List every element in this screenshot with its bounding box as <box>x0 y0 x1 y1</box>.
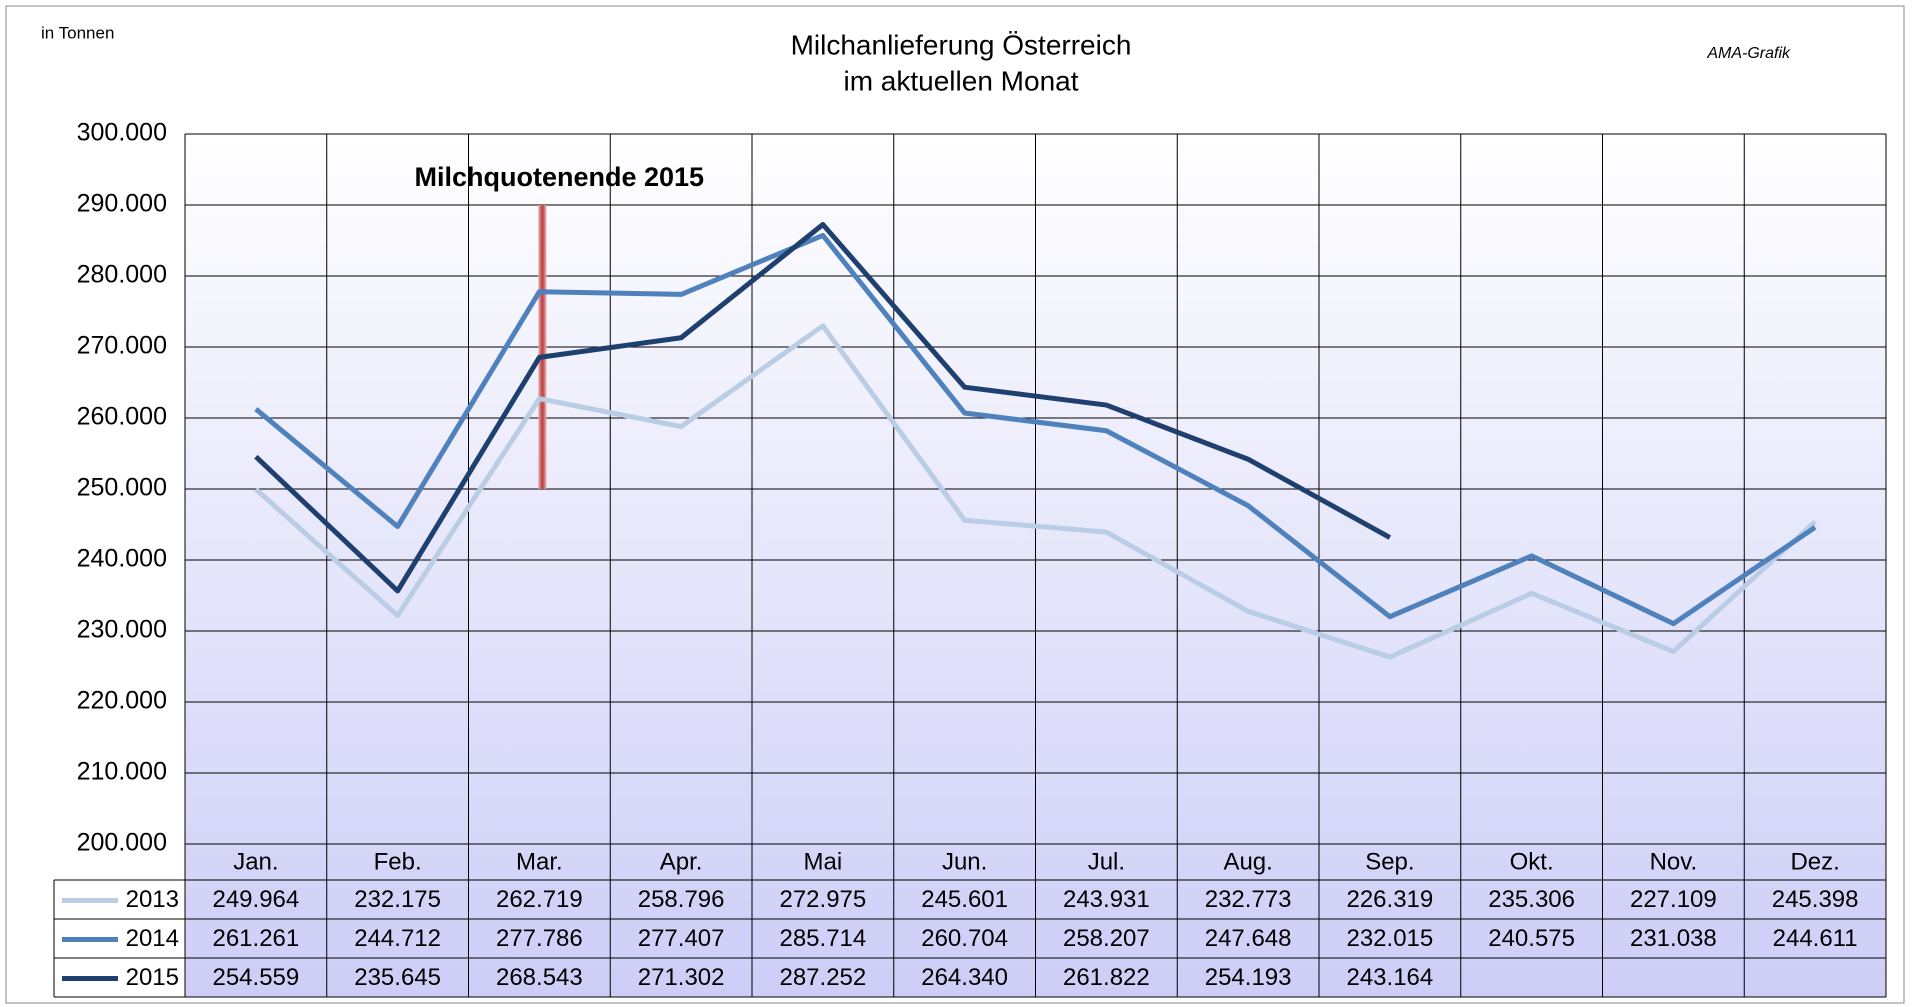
table-value: 247.648 <box>1205 925 1292 952</box>
table-value: 235.645 <box>354 964 441 991</box>
y-tick-label: 210.000 <box>77 758 167 786</box>
table-value: 254.559 <box>212 964 299 991</box>
source-label: AMA-Grafik <box>1706 45 1791 62</box>
x-tick-label: Aug. <box>1223 848 1272 875</box>
x-tick-label: Mar. <box>516 848 563 875</box>
unit-label: in Tonnen <box>41 23 114 42</box>
y-tick-label: 260.000 <box>77 403 167 431</box>
x-tick-label: Nov. <box>1650 848 1698 875</box>
y-tick-label: 200.000 <box>77 829 167 857</box>
x-tick-label: Jan. <box>233 848 278 875</box>
x-tick-label: Okt. <box>1510 848 1554 875</box>
legend-label: 2014 <box>126 925 179 952</box>
series-line <box>254 232 1817 627</box>
series-line <box>254 222 1392 594</box>
annotation-line <box>538 205 547 489</box>
legend-label: 2015 <box>126 964 179 991</box>
y-tick-label: 270.000 <box>77 332 167 360</box>
table-value: 245.398 <box>1772 886 1859 913</box>
table-value: 232.773 <box>1205 886 1292 913</box>
table-value: 258.796 <box>638 886 725 913</box>
x-tick-label: Sep. <box>1365 848 1414 875</box>
table-value: 268.543 <box>496 964 583 991</box>
y-tick-label: 300.000 <box>77 119 167 147</box>
table-value: 231.038 <box>1630 925 1717 952</box>
table-value: 277.786 <box>496 925 583 952</box>
table-value: 240.575 <box>1488 925 1575 952</box>
table-value: 254.193 <box>1205 964 1292 991</box>
y-tick-label: 230.000 <box>77 616 167 644</box>
table-value: 235.306 <box>1488 886 1575 913</box>
table-value: 245.601 <box>921 886 1008 913</box>
x-tick-label: Jun. <box>942 848 987 875</box>
y-tick-label: 280.000 <box>77 261 167 289</box>
table-value: 264.340 <box>921 964 1008 991</box>
x-tick-label: Mai <box>804 848 843 875</box>
table-value: 258.207 <box>1063 925 1150 952</box>
annotation-label: Milchquotenende 2015 <box>415 162 705 192</box>
table-value: 262.719 <box>496 886 583 913</box>
series-line <box>254 323 1817 660</box>
table-value: 226.319 <box>1346 886 1433 913</box>
chart-subtitle: im aktuellen Monat <box>843 65 1078 96</box>
table-value: 261.261 <box>212 925 299 952</box>
y-tick-label: 250.000 <box>77 474 167 502</box>
x-tick-label: Apr. <box>660 848 703 875</box>
table-value: 232.175 <box>354 886 441 913</box>
table-value: 249.964 <box>212 886 299 913</box>
chart-title: Milchanlieferung Österreich <box>791 29 1132 60</box>
table-value: 244.712 <box>354 925 441 952</box>
y-tick-label: 290.000 <box>77 190 167 218</box>
x-tick-label: Feb. <box>374 848 422 875</box>
table-value: 227.109 <box>1630 886 1717 913</box>
table-value: 232.015 <box>1346 925 1433 952</box>
table-value: 287.252 <box>779 964 866 991</box>
table-value: 272.975 <box>779 886 866 913</box>
table-value: 243.164 <box>1346 964 1433 991</box>
legend-label: 2013 <box>126 886 179 913</box>
table-value: 261.822 <box>1063 964 1150 991</box>
table-value: 285.714 <box>779 925 866 952</box>
table-value: 271.302 <box>638 964 725 991</box>
table-value: 277.407 <box>638 925 725 952</box>
table-value: 243.931 <box>1063 886 1150 913</box>
table-value: 244.611 <box>1773 925 1858 952</box>
y-tick-label: 240.000 <box>77 545 167 573</box>
table-value: 260.704 <box>921 925 1008 952</box>
x-tick-label: Jul. <box>1088 848 1125 875</box>
y-tick-label: 220.000 <box>77 687 167 715</box>
x-tick-label: Dez. <box>1790 848 1839 875</box>
